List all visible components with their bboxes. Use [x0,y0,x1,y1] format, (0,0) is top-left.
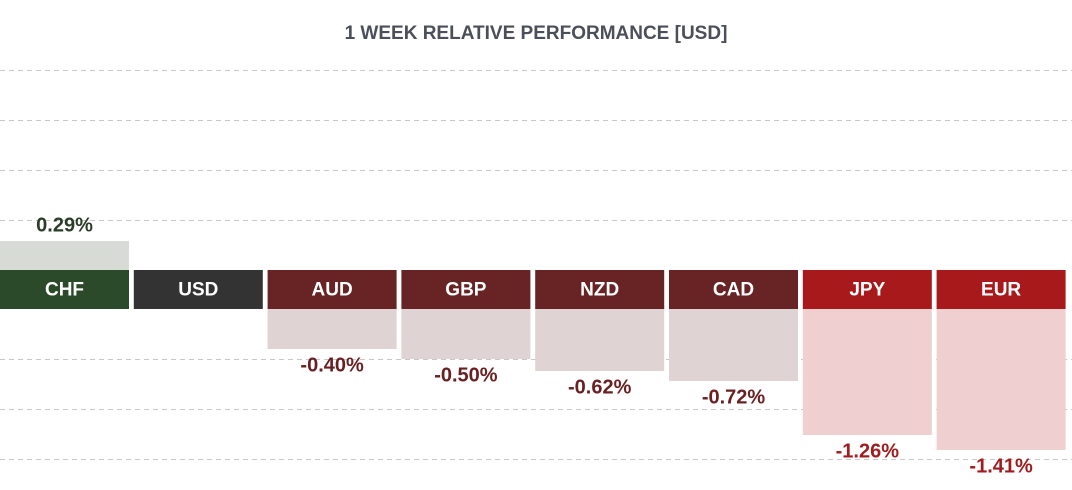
category-box [535,270,665,309]
bar [669,309,798,381]
category-box [669,270,798,309]
category-label: NZD [580,280,619,301]
category-box [802,270,932,309]
value-label: 0.29% [36,214,93,236]
category-label: CAD [713,280,754,301]
bar [267,309,397,349]
bar [401,309,531,359]
bar [0,241,129,270]
value-label: -0.72% [702,386,766,408]
category-label: GBP [445,280,487,301]
category-label: EUR [981,280,1021,301]
category-box [133,270,263,309]
category-box [0,270,129,309]
value-label: -0.40% [300,354,364,376]
category-box [936,270,1066,309]
category-box [267,270,397,309]
value-label: -1.26% [836,440,900,462]
value-label: -0.50% [434,364,498,386]
value-label: -1.41% [969,455,1033,477]
category-box [401,270,531,309]
chart-title: 1 WEEK RELATIVE PERFORMANCE [USD] [345,23,728,44]
bar [936,309,1066,450]
category-label: USD [178,280,218,301]
category-label: AUD [312,280,353,301]
value-label: -0.62% [568,376,632,398]
category-label: JPY [849,280,885,301]
category-label: CHF [45,280,84,301]
bar [802,309,932,435]
bar [535,309,665,371]
